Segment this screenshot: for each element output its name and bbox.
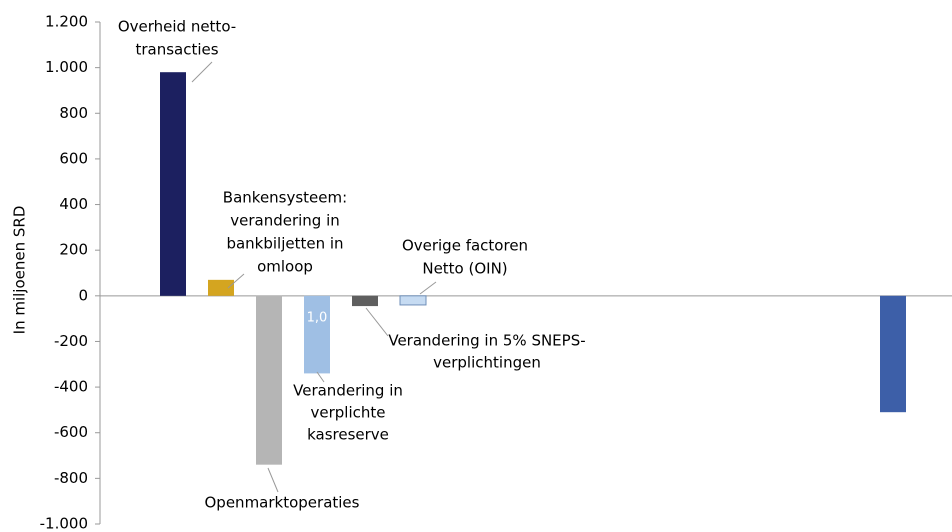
leader-line <box>419 281 437 295</box>
y-tick-label: 200 <box>59 241 88 259</box>
category-label: bankbiljetten in <box>226 235 343 253</box>
category-label: Verandering in <box>293 382 403 400</box>
y-tick-label: 0 <box>78 286 88 304</box>
leader-line <box>267 467 279 493</box>
leader-line <box>227 273 245 289</box>
category-label: Overige factoren <box>402 237 528 255</box>
bar <box>352 295 378 307</box>
y-tick-label: -1.000 <box>40 515 88 532</box>
bar <box>160 72 186 296</box>
y-tick-label: -200 <box>54 332 88 350</box>
category-label: Openmarktoperaties <box>205 494 360 512</box>
category-label: verandering in <box>230 212 340 230</box>
y-tick-label: -400 <box>54 378 88 396</box>
y-axis-label: In miljoenen SRD <box>11 206 29 335</box>
category-label: transacties <box>135 41 218 59</box>
y-tick-label: 800 <box>59 104 88 122</box>
y-tick-label: 1.000 <box>45 58 88 76</box>
category-label: Netto (OIN) <box>422 260 507 278</box>
y-tick-label: 600 <box>59 149 88 167</box>
y-tick-label: -600 <box>54 423 88 441</box>
bar <box>208 279 234 296</box>
bar <box>880 295 906 413</box>
leader-line <box>191 61 213 83</box>
bar <box>304 295 330 374</box>
bar <box>256 295 282 465</box>
category-label: Bankensysteem: <box>223 189 347 207</box>
bar <box>399 295 427 306</box>
y-tick-label: 400 <box>59 195 88 213</box>
category-label: verplichte <box>311 404 386 422</box>
y-tick-label: -800 <box>54 469 88 487</box>
y-tick-label: 1.200 <box>45 13 88 31</box>
category-label: Overheid netto- <box>118 18 236 36</box>
category-label: Verandering in 5% SNEPS- <box>388 332 585 350</box>
leader-line <box>365 307 389 337</box>
category-label: omloop <box>257 258 313 276</box>
leader-line <box>316 371 325 383</box>
annotation: 1,0 <box>307 311 328 326</box>
category-label: kasreserve <box>307 426 389 444</box>
category-label: verplichtingen <box>433 354 541 372</box>
